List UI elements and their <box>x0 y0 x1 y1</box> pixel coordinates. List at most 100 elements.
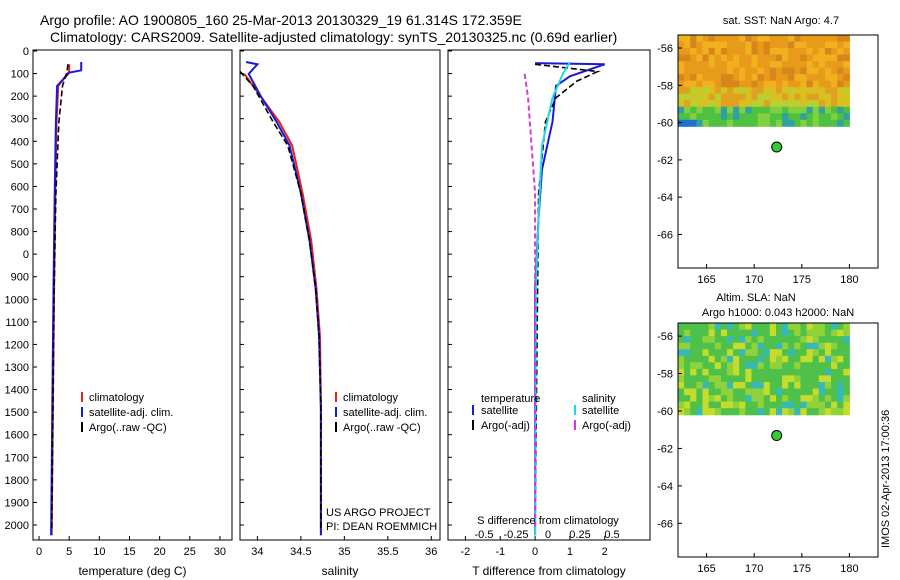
heatmap-cell <box>794 323 801 331</box>
heatmap-cell <box>794 368 801 376</box>
s-tick-label: 0.25 <box>569 529 590 541</box>
heatmap-cell <box>782 355 789 363</box>
heatmap-cell <box>812 106 820 114</box>
heatmap-cell <box>751 349 759 357</box>
heatmap-cell <box>690 388 697 396</box>
heatmap-cell <box>678 329 685 337</box>
heatmap-cell <box>739 349 746 357</box>
heatmap-cell <box>818 395 826 403</box>
heatmap-cell <box>824 100 832 108</box>
heatmap-cell <box>751 93 759 101</box>
series-line-t-argo-adj- <box>534 63 601 529</box>
heatmap-cell <box>714 329 722 337</box>
x-tick-label: 30 <box>214 546 226 558</box>
heatmap-cell <box>696 408 703 416</box>
depth-tick-label: 1700 <box>5 452 29 464</box>
heatmap-cell <box>690 80 697 88</box>
heatmap-cell <box>684 342 691 350</box>
heatmap-cell <box>733 35 740 42</box>
heatmap-cell <box>782 375 789 383</box>
heatmap-cell <box>837 113 844 121</box>
heatmap-cell <box>708 87 716 95</box>
heatmap-cell <box>678 382 685 390</box>
heatmap-cell <box>751 382 759 390</box>
heatmap-cell <box>739 48 746 55</box>
heatmap-cell <box>843 355 850 363</box>
heatmap-cell <box>757 67 765 75</box>
heatmap-cell <box>800 61 807 69</box>
heatmap-cell <box>727 87 734 95</box>
heatmap-cell <box>818 87 826 95</box>
map-panel-1: 165 170 175 180 -56 -58 -60 -62 -64 -66 sat. SST: … <box>657 15 879 286</box>
heatmap-cell <box>837 54 844 62</box>
heatmap-cell <box>757 35 765 42</box>
profile-panel-1: 0100200300400500600700800090010001100120… <box>5 46 233 578</box>
depth-tick-label: 1800 <box>5 475 29 487</box>
heatmap-cell <box>782 349 789 357</box>
heatmap-cell <box>818 100 826 108</box>
heatmap-cell <box>818 48 826 55</box>
heatmap-cell <box>794 355 801 363</box>
heatmap-cell <box>714 355 722 363</box>
heatmap-cell <box>702 93 710 101</box>
heatmap-cell <box>745 375 752 383</box>
heatmap-cell <box>769 100 777 108</box>
heatmap-cell <box>739 106 746 114</box>
heatmap-cell <box>763 41 771 49</box>
heatmap-cell <box>727 408 734 416</box>
heatmap-cell <box>769 368 777 376</box>
heatmap-cell <box>739 323 746 331</box>
heatmap-cell <box>720 41 728 49</box>
heatmap-cell <box>714 408 722 416</box>
heatmap-cell <box>837 408 844 416</box>
legend-label: satellite-adj. clim. <box>343 407 427 419</box>
heatmap-cell <box>812 87 820 95</box>
heatmap-cell <box>837 336 844 344</box>
heatmap-cell <box>800 382 807 390</box>
map-frame <box>677 34 879 269</box>
heatmap-cell <box>837 100 844 108</box>
heatmap-cell <box>818 401 826 409</box>
heatmap-cell <box>757 395 765 403</box>
series-line-s-satellite <box>534 61 571 536</box>
heatmap-cell <box>684 100 691 108</box>
heatmap-cell <box>739 375 746 383</box>
heatmap-cell <box>727 355 734 363</box>
heatmap-cell <box>727 35 734 42</box>
heatmap-cell <box>763 119 771 127</box>
heatmap-cell <box>745 35 752 42</box>
heatmap-cell <box>739 395 746 403</box>
heatmap-cell <box>727 368 734 376</box>
heatmap-cell <box>794 100 801 108</box>
heatmap-cell <box>812 80 820 88</box>
heatmap-cell <box>763 401 771 409</box>
heatmap-cell <box>690 54 697 62</box>
heatmap-cell <box>831 349 838 357</box>
heatmap-cell <box>837 401 844 409</box>
lat-tick-label: -62 <box>657 443 673 455</box>
heatmap-cell <box>837 106 844 114</box>
heatmap-cell <box>690 93 697 101</box>
heatmap-cell <box>769 87 777 95</box>
heatmap-cell <box>843 349 850 357</box>
heatmap-cell <box>800 113 807 121</box>
heatmap-cell <box>782 119 789 127</box>
heatmap-cell <box>782 395 789 403</box>
heatmap-cell <box>720 401 728 409</box>
heatmap-cell <box>751 106 759 114</box>
depth-tick-label: 500 <box>11 159 29 171</box>
heatmap-cell <box>733 87 740 95</box>
heatmap-cell <box>776 401 783 409</box>
series-line-satellite-adj-clim- <box>50 62 83 536</box>
heatmap-cell <box>843 323 850 331</box>
heatmap-cell <box>751 113 759 121</box>
heatmap-cell <box>806 106 814 114</box>
heatmap-cell <box>800 323 807 331</box>
heatmap-cell <box>788 54 795 62</box>
heatmap-cell <box>684 336 691 344</box>
heatmap-cell <box>739 100 746 108</box>
heatmap-cell <box>794 93 801 101</box>
heatmap-cell <box>837 74 844 82</box>
heatmap-cell <box>757 93 765 101</box>
x-axis-label: salinity <box>322 564 359 578</box>
